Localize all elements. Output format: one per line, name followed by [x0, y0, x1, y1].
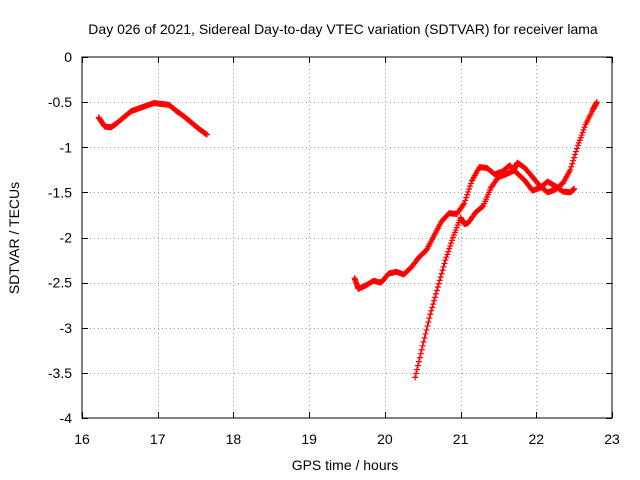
data-point — [414, 366, 421, 373]
x-axis-label: GPS time / hours — [292, 457, 399, 473]
data-point — [415, 358, 422, 365]
data-point — [571, 154, 578, 161]
x-tick-label: 16 — [74, 431, 90, 447]
data-point — [417, 350, 424, 357]
data-point — [573, 145, 580, 152]
data-point — [443, 254, 450, 261]
chart-title: Day 026 of 2021, Sidereal Day-to-day VTE… — [88, 21, 598, 37]
data-point — [427, 311, 434, 318]
data-point — [462, 197, 469, 204]
x-tick-labels: 16 17 18 19 20 21 22 23 — [74, 431, 620, 447]
data-point — [203, 131, 210, 138]
data-point — [432, 290, 439, 297]
data-point — [449, 237, 456, 244]
data-point — [424, 323, 431, 330]
data-point — [426, 315, 433, 322]
data-point — [438, 270, 445, 277]
data-point — [569, 160, 576, 167]
y-tick-label: -4 — [60, 410, 73, 426]
grid — [82, 57, 612, 418]
x-tick-label: 17 — [150, 431, 166, 447]
data-point — [466, 186, 473, 193]
data-point — [419, 342, 426, 349]
data-point — [436, 277, 443, 284]
y-tick-label: -1 — [60, 139, 73, 155]
data-point — [568, 163, 575, 170]
data-point — [429, 304, 436, 311]
y-axis-label: SDTVAR / TECUs — [6, 182, 22, 294]
data-point — [202, 130, 209, 137]
y-tick-label: -3.5 — [48, 365, 72, 381]
data-point — [441, 260, 448, 267]
data-point — [442, 257, 449, 264]
data-point — [414, 362, 421, 369]
series-arc-1 — [95, 100, 210, 138]
data-points — [95, 99, 600, 381]
data-point — [572, 151, 579, 158]
y-tick-label: -3 — [60, 320, 73, 336]
data-point — [412, 374, 419, 381]
data-point — [465, 188, 472, 195]
tick-marks — [82, 57, 613, 419]
data-point — [593, 99, 600, 106]
data-point — [416, 354, 423, 361]
data-point — [433, 287, 440, 294]
data-point — [432, 294, 439, 301]
x-tick-label: 18 — [226, 431, 242, 447]
data-point — [571, 185, 578, 192]
data-point — [444, 251, 451, 258]
data-point — [448, 240, 455, 247]
series-arc-2 — [351, 162, 578, 292]
data-point — [461, 200, 468, 207]
y-tick-label: 0 — [64, 49, 72, 65]
data-point — [439, 267, 446, 274]
data-point — [428, 307, 435, 314]
y-tick-label: -1.5 — [48, 184, 72, 200]
data-point — [460, 201, 467, 208]
data-point — [421, 334, 428, 341]
y-tick-label: -2.5 — [48, 275, 72, 291]
data-point — [431, 297, 438, 304]
x-tick-label: 22 — [528, 431, 544, 447]
data-point — [440, 263, 447, 270]
data-point — [570, 157, 577, 164]
data-point — [420, 338, 427, 345]
y-tick-labels: 0 -0.5 -1 -1.5 -2 -2.5 -3 -3.5 -4 — [48, 49, 72, 426]
data-point — [435, 280, 442, 287]
plot-frame — [81, 56, 613, 419]
data-point — [413, 370, 420, 377]
data-point — [447, 242, 454, 249]
y-tick-label: -2 — [60, 230, 73, 246]
x-tick-label: 19 — [301, 431, 317, 447]
series-arc-3 — [412, 99, 600, 381]
data-point — [423, 327, 430, 334]
data-point — [567, 166, 574, 173]
data-point — [467, 180, 474, 187]
data-point — [425, 319, 432, 326]
data-point — [467, 183, 474, 190]
data-point — [422, 330, 429, 337]
data-point — [437, 273, 444, 280]
data-point — [464, 191, 471, 198]
data-point — [573, 148, 580, 155]
y-tick-label: -0.5 — [48, 94, 72, 110]
data-point — [434, 284, 441, 291]
data-point — [463, 194, 470, 201]
x-tick-label: 21 — [453, 431, 469, 447]
data-point — [418, 346, 425, 353]
data-point — [445, 248, 452, 255]
x-tick-label: 20 — [377, 431, 393, 447]
x-tick-label: 23 — [604, 431, 620, 447]
data-point — [479, 203, 486, 210]
data-point — [446, 245, 453, 252]
data-point — [430, 301, 437, 308]
